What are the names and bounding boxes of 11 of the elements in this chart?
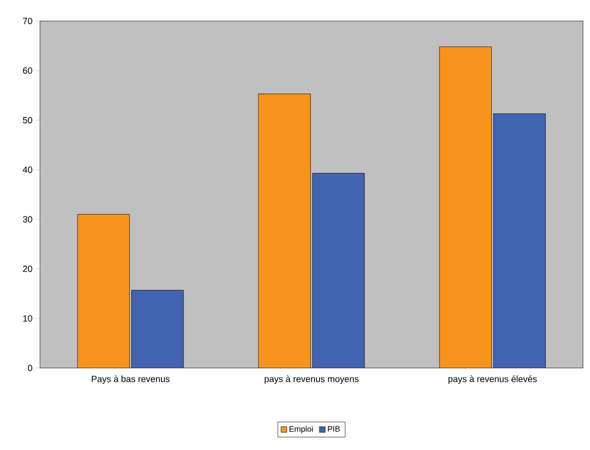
y-tick-label: 10 (23, 315, 32, 322)
y-tick-label: 50 (22, 116, 32, 124)
y-tick-label: 70 (23, 18, 32, 24)
x-tick-label: pays à revenus élevés (448, 375, 537, 384)
x-tick-label: Pays à bas revenus (92, 375, 170, 384)
y-tick-label: 40 (22, 166, 32, 173)
y-tick-label: 60 (23, 67, 32, 74)
y-tick-label: 0 (28, 364, 32, 372)
y-tick-label: 20 (23, 266, 32, 272)
x-tick-label: pays à revenus moyens (264, 375, 359, 384)
y-tick-label: 30 (22, 216, 32, 222)
